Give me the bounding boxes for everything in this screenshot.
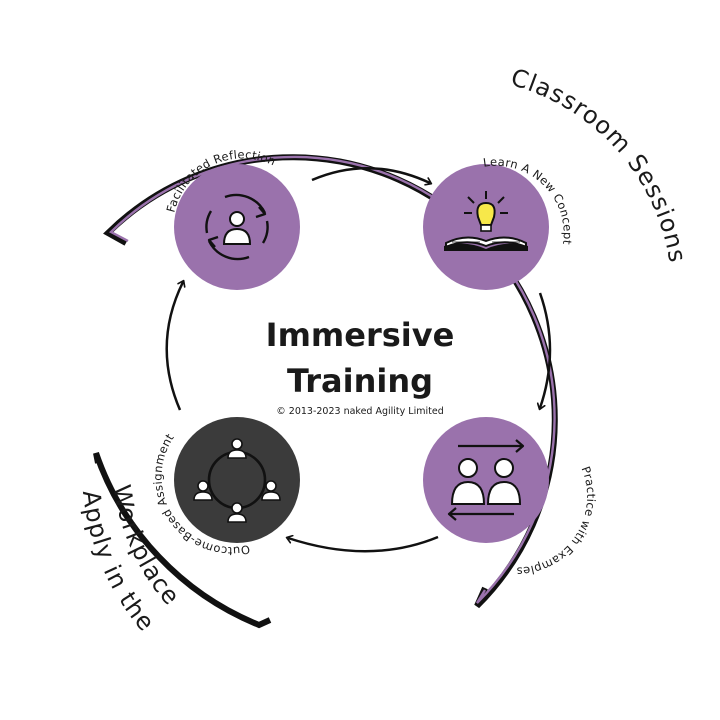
arrow-outcome-to-reflection xyxy=(165,282,183,411)
node-practice-examples xyxy=(423,417,549,543)
node-learn-concept xyxy=(423,164,549,290)
title-line-2: Training xyxy=(287,362,433,400)
workplace-bracket xyxy=(93,452,272,629)
arrow-practice-to-outcome xyxy=(288,537,439,553)
copyright-text: © 2013-2023 naked Agility Limited xyxy=(276,406,443,417)
people-exchange-icon xyxy=(447,439,525,521)
arrow-reflection-to-learn xyxy=(311,167,430,183)
node-outcome-assignment xyxy=(174,417,300,543)
arrow-learn-to-practice xyxy=(540,292,552,408)
team-circle-icon xyxy=(193,438,281,523)
title-line-1: Immersive xyxy=(266,316,455,354)
lightbulb-book-icon xyxy=(444,191,528,251)
cycle-arrows xyxy=(165,167,552,553)
person-cycle-icon xyxy=(205,193,269,261)
center-title: Immersive Training © 2013-2023 naked Agi… xyxy=(266,316,455,417)
node-facilitated-reflection xyxy=(174,164,300,290)
